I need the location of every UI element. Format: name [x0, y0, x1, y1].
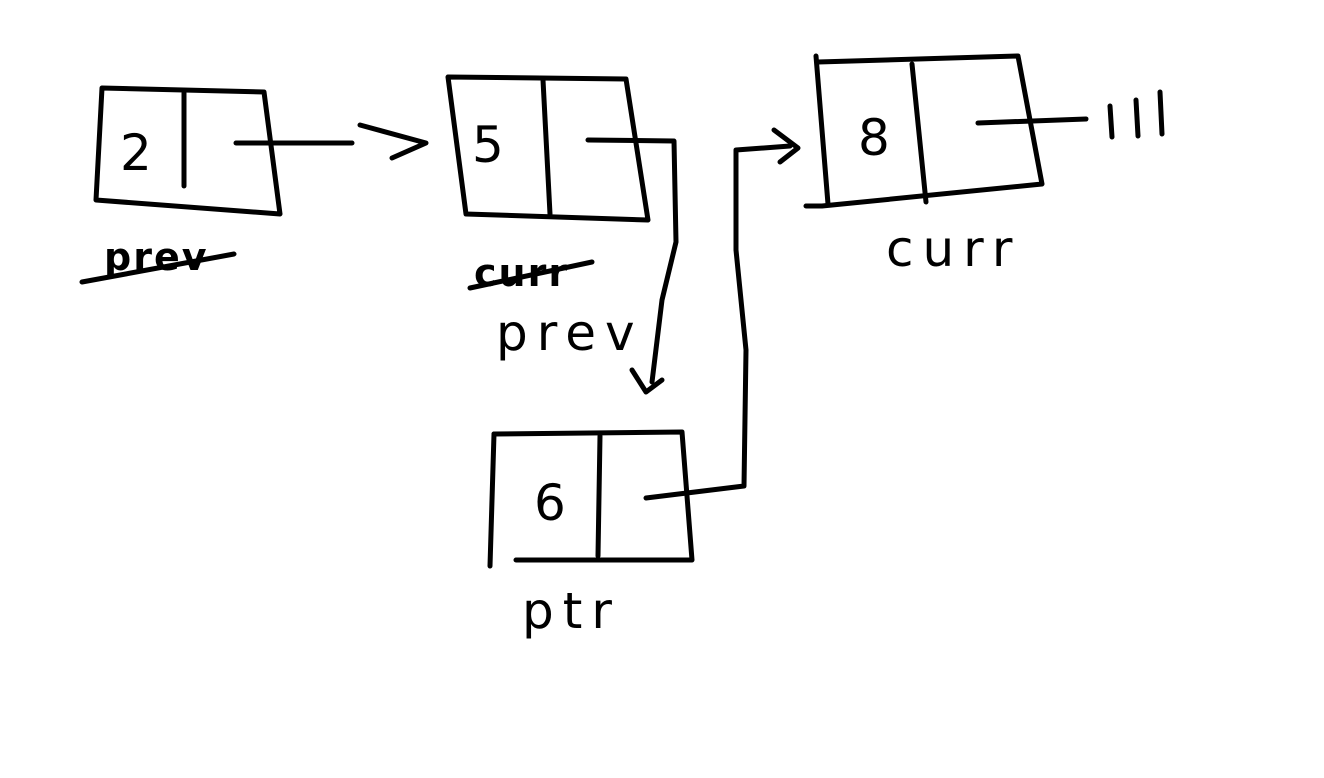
node-8: 8	[803, 53, 1045, 209]
null-terminator-icon: |||	[1107, 89, 1165, 140]
node-6-box	[491, 429, 695, 563]
node-6: 6	[487, 429, 695, 569]
node-2-box	[93, 85, 283, 217]
node-5-label-group: curr prev	[467, 251, 644, 362]
edge-6-to-8-arrowhead	[771, 127, 801, 165]
node-2-crossed-label: prev	[104, 235, 208, 279]
node-5-crossed-label: curr	[474, 251, 569, 295]
edge-5-to-6-line	[585, 137, 679, 385]
node-5: 5	[445, 74, 651, 223]
node-8-label: curr	[886, 220, 1021, 278]
node-5-divider	[540, 77, 553, 217]
edge-6-to-8	[643, 127, 801, 501]
node-2-label-group: prev	[79, 235, 237, 285]
edge-2-to-5	[233, 122, 429, 161]
node-5-value: 5	[472, 116, 504, 174]
edge-5-to-6	[585, 137, 679, 395]
node-5-strikethrough	[467, 259, 595, 291]
edge-5-to-6-arrowhead	[629, 367, 665, 395]
node-2: 2	[93, 85, 283, 217]
node-5-box	[445, 74, 651, 223]
edge-2-to-5-arrowhead	[357, 122, 429, 161]
node-8-left-edge	[813, 53, 831, 207]
node-8-value: 8	[858, 109, 890, 167]
node-2-value: 2	[120, 124, 152, 182]
null-terminator-text: |||	[1110, 129, 1112, 131]
edge-6-to-8-line	[643, 143, 793, 501]
node-8-label-group: curr	[886, 220, 1021, 278]
node-2-strikethrough	[79, 251, 237, 285]
node-6-left-edge	[487, 431, 497, 569]
node-6-label: ptr	[522, 582, 621, 640]
node-6-label-group: ptr	[522, 582, 621, 640]
edge-8-to-null	[975, 116, 1089, 126]
edge-8-to-null-line	[975, 116, 1089, 126]
node-8-divider	[909, 61, 929, 205]
node-6-divider	[595, 433, 603, 559]
node-6-value: 6	[534, 474, 566, 532]
node-5-label: prev	[496, 304, 644, 362]
node-8-box	[803, 53, 1045, 209]
